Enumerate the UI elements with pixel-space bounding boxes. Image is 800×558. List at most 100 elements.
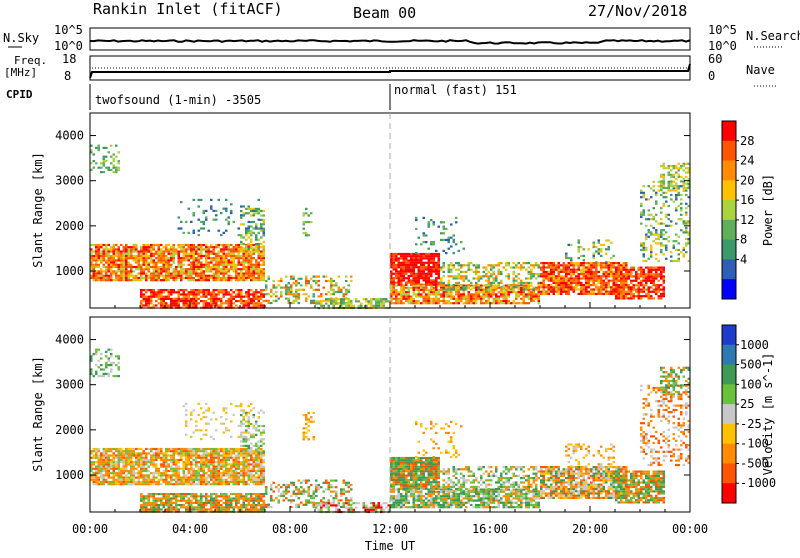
range-gate-cell	[200, 227, 203, 229]
range-gate-cell	[255, 225, 258, 227]
range-gate-cell	[513, 300, 516, 302]
range-gate-cell	[543, 293, 546, 295]
range-gate-cell	[248, 298, 251, 300]
range-gate-cell	[190, 244, 193, 246]
range-gate-cell	[663, 267, 666, 269]
range-gate-cell	[290, 278, 293, 280]
range-gate-cell	[180, 273, 183, 275]
range-gate-cell	[540, 269, 543, 271]
range-gate-cell	[128, 479, 131, 481]
range-gate-cell	[168, 253, 171, 255]
range-gate-cell	[243, 243, 246, 245]
range-gate-cell	[618, 277, 621, 279]
range-gate-cell	[95, 450, 98, 452]
range-gate-cell	[203, 450, 206, 452]
range-gate-cell	[648, 293, 651, 295]
range-gate-cell	[188, 452, 191, 454]
range-gate-cell	[643, 242, 646, 244]
range-gate-cell	[625, 269, 628, 271]
range-gate-cell	[123, 262, 126, 264]
range-gate-cell	[210, 262, 213, 264]
range-gate-cell	[648, 278, 651, 280]
range-gate-cell	[145, 259, 148, 261]
range-gate-cell	[423, 296, 426, 298]
range-gate-cell	[128, 277, 131, 279]
range-gate-cell	[138, 479, 141, 481]
range-gate-cell	[148, 470, 151, 472]
range-gate-cell	[210, 251, 213, 253]
range-gate-cell	[305, 221, 308, 223]
range-gate-cell	[98, 259, 101, 261]
range-gate-cell	[178, 452, 181, 454]
range-gate-cell	[108, 477, 111, 479]
range-gate-cell	[230, 470, 233, 472]
range-gate-cell	[300, 289, 303, 291]
range-gate-cell	[665, 192, 668, 194]
range-gate-cell	[663, 165, 666, 167]
range-gate-cell	[208, 466, 211, 468]
range-gate-cell	[608, 248, 611, 250]
range-gate-cell	[443, 250, 446, 252]
range-gate-cell	[270, 289, 273, 291]
range-gate-cell	[135, 277, 138, 279]
range-gate-cell	[263, 219, 266, 221]
range-gate-cell	[353, 305, 356, 307]
range-gate-cell	[685, 223, 688, 225]
range-gate-cell	[113, 253, 116, 255]
range-gate-cell	[128, 257, 131, 259]
range-gate-cell	[663, 185, 666, 187]
range-gate-cell	[218, 264, 221, 266]
range-gate-cell	[340, 298, 343, 300]
range-gate-cell	[418, 291, 421, 293]
range-gate-cell	[230, 257, 233, 259]
range-gate-cell	[173, 262, 176, 264]
range-gate-cell	[650, 297, 653, 299]
range-gate-cell	[233, 221, 236, 223]
range-gate-cell	[253, 457, 256, 459]
range-gate-cell	[618, 284, 621, 286]
range-gate-cell	[295, 284, 298, 286]
range-gate-cell	[235, 266, 238, 268]
range-gate-cell	[140, 500, 143, 502]
range-gate-cell	[93, 153, 96, 155]
range-gate-cell	[555, 277, 558, 279]
range-gate-cell	[413, 260, 416, 262]
range-gate-cell	[133, 255, 136, 257]
range-gate-cell	[260, 251, 263, 253]
range-gate-cell	[430, 291, 433, 293]
range-gate-cell	[243, 257, 246, 259]
range-gate-cell	[175, 466, 178, 468]
range-gate-cell	[230, 259, 233, 261]
range-gate-cell	[110, 162, 113, 164]
range-gate-cell	[203, 470, 206, 472]
range-gate-cell	[655, 214, 658, 216]
range-gate-cell	[173, 246, 176, 248]
range-gate-cell	[393, 273, 396, 275]
range-gate-cell	[243, 459, 246, 461]
range-gate-cell	[450, 271, 453, 273]
range-gate-cell	[530, 277, 533, 279]
range-gate-cell	[178, 455, 181, 457]
range-gate-cell	[260, 296, 263, 298]
range-gate-cell	[233, 255, 236, 257]
range-gate-cell	[428, 300, 431, 302]
range-gate-cell	[263, 241, 266, 243]
range-gate-cell	[593, 246, 596, 248]
range-gate-cell	[193, 212, 196, 214]
range-gate-cell	[588, 280, 591, 282]
range-gate-cell	[123, 481, 126, 483]
range-gate-cell	[160, 259, 163, 261]
range-gate-cell	[593, 275, 596, 277]
range-gate-cell	[395, 253, 398, 255]
range-gate-cell	[678, 187, 681, 189]
range-gate-cell	[623, 273, 626, 275]
range-gate-cell	[458, 262, 461, 264]
range-gate-cell	[470, 293, 473, 295]
range-gate-cell	[135, 279, 138, 281]
range-gate-cell	[148, 246, 151, 248]
colorbar-segment	[722, 141, 736, 161]
range-gate-cell	[113, 463, 116, 465]
range-gate-cell	[240, 479, 243, 481]
range-gate-cell	[375, 300, 378, 302]
range-gate-cell	[668, 225, 671, 227]
